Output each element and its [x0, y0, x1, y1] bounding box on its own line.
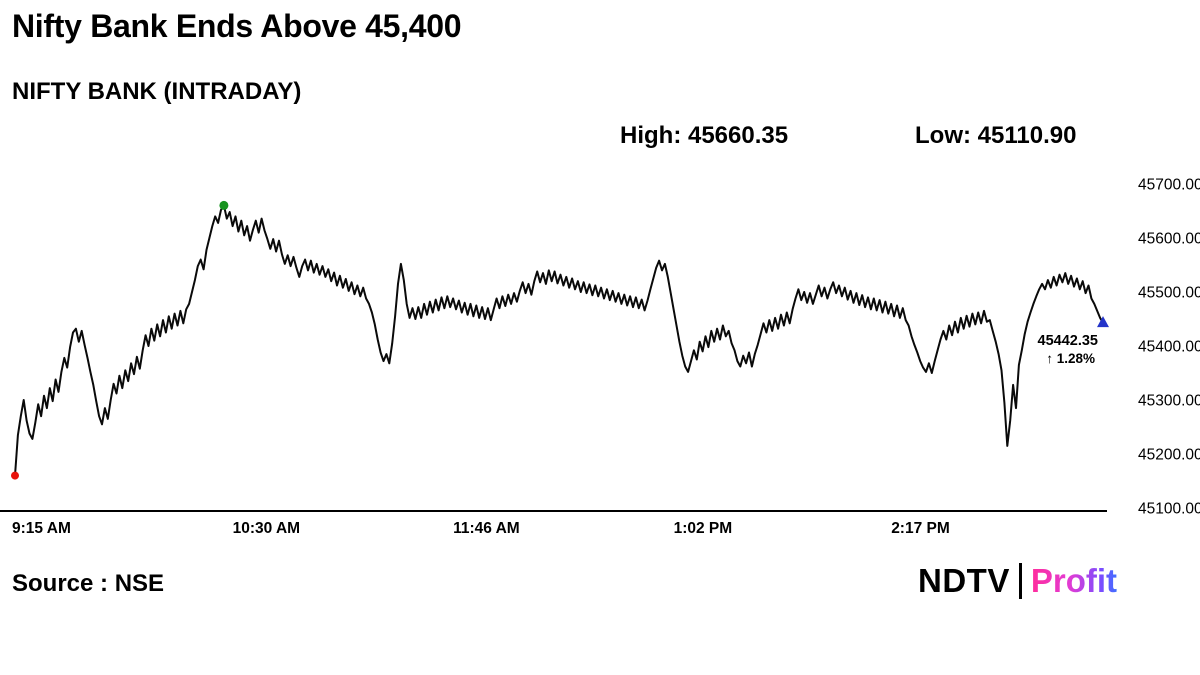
x-axis-label: 2:17 PM	[891, 520, 950, 537]
ndtv-profit-logo: NDTV Profit	[918, 562, 1117, 600]
high-value-label: High: 45660.35	[620, 122, 789, 149]
y-axis-label: 45200.00	[1138, 447, 1200, 464]
price-line	[14, 204, 1104, 477]
open-marker-dot	[11, 471, 19, 480]
close-marker-triangle	[1097, 316, 1109, 328]
y-axis-label: 45500.00	[1138, 285, 1200, 302]
y-axis-label: 45100.00	[1138, 501, 1200, 518]
y-axis-label: 45600.00	[1138, 231, 1200, 248]
last-price-label: 45442.35	[1038, 333, 1098, 349]
y-axis-label: 45700.00	[1138, 177, 1200, 194]
change-percent-label: ↑ 1.28%	[1046, 351, 1095, 366]
x-axis-label: 10:30 AM	[233, 520, 300, 537]
chart-subtitle: NIFTY BANK (INTRADAY)	[12, 78, 302, 105]
ndtv-wordmark: NDTV	[918, 562, 1010, 599]
y-axis-label: 45300.00	[1138, 393, 1200, 410]
low-value-label: Low: 45110.90	[915, 122, 1077, 149]
page-title: Nifty Bank Ends Above 45,400	[12, 8, 462, 44]
x-axis-label: 1:02 PM	[674, 520, 733, 537]
logo-divider	[1018, 563, 1022, 599]
profit-wordmark: Profit	[1030, 562, 1118, 599]
x-axis-label: 9:15 AM	[12, 520, 71, 537]
source-attribution: Source : NSE	[12, 570, 165, 597]
x-axis-label: 11:46 AM	[453, 520, 520, 537]
high-marker-dot	[219, 200, 229, 210]
y-axis-label: 45400.00	[1138, 339, 1200, 356]
